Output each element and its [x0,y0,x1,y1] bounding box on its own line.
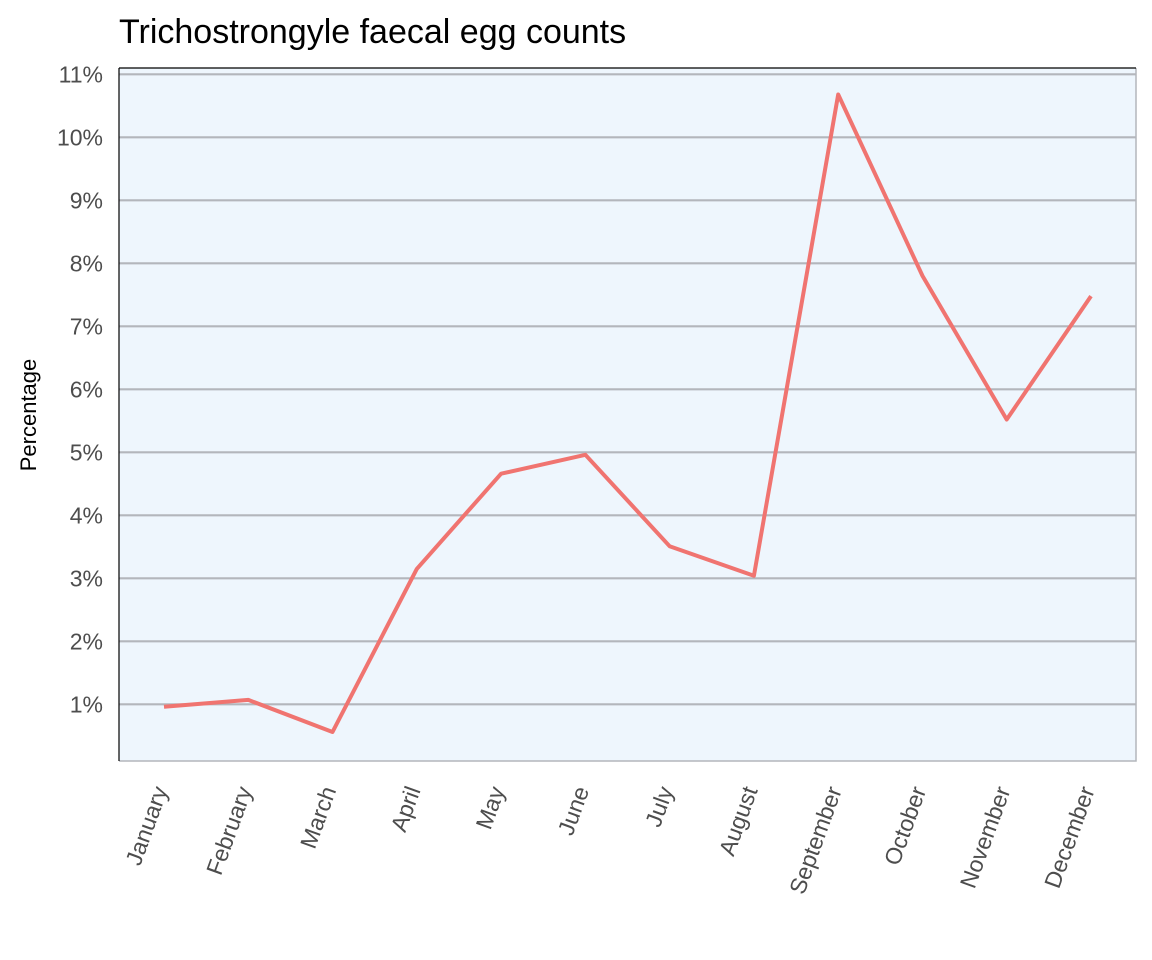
y-axis-ticks: 1% 2% 3% 4% 5% 6% 7% 8% 9% 10% 11% [57,61,103,717]
x-tick-label: June [553,783,594,839]
x-tick-label: April [385,783,425,835]
plot-panel [119,68,1136,761]
x-tick-label: January [120,782,173,868]
x-tick-label: May [470,782,509,832]
y-tick-label: 3% [70,565,103,591]
y-tick-label: 5% [70,439,103,465]
y-tick-label: 10% [57,124,103,150]
y-tick-label: 1% [70,691,103,717]
y-tick-label: 8% [70,250,103,276]
x-tick-label: July [640,782,679,830]
x-tick-label: November [955,783,1016,892]
y-tick-label: 7% [70,313,103,339]
series-layer [163,92,1093,734]
panel-border [119,68,1137,762]
x-tick-label: September [784,783,847,898]
x-tick-label: February [201,782,257,878]
chart-title: Trichostrongyle faecal egg counts [119,13,626,51]
y-axis-label: Percentage [16,359,41,472]
y-tick-label: 9% [70,187,103,213]
series-line [163,92,1093,734]
x-tick-label: December [1039,783,1100,892]
x-tick-label: March [295,783,341,852]
y-tick-label: 6% [70,376,103,402]
y-tick-label: 4% [70,502,103,528]
x-tick-label: August [714,782,763,859]
y-tick-label: 11% [59,61,103,87]
gridlines [119,68,1137,762]
y-tick-label: 2% [70,628,103,654]
x-axis-ticks: January February March April May June July Augu… [120,782,1100,897]
x-tick-label: October [879,783,932,869]
